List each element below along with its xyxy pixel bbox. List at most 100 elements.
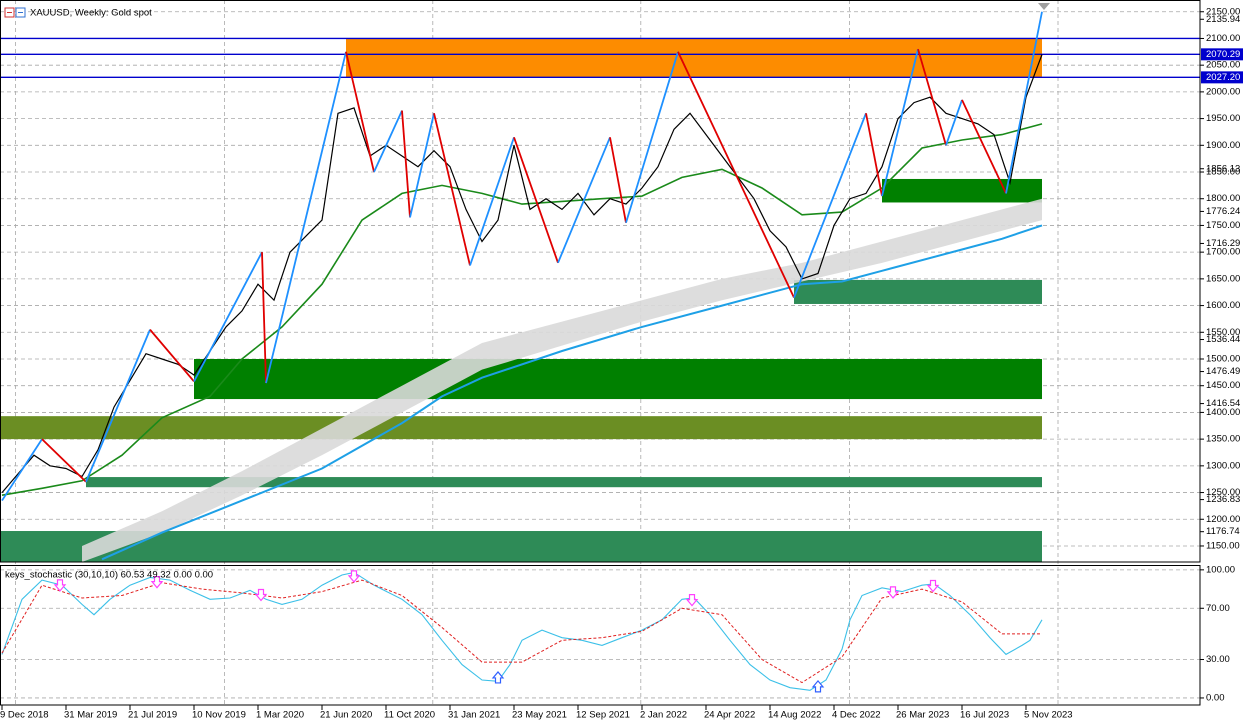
price-label: 1476.49 <box>1206 366 1240 377</box>
zigzag-segment <box>373 110 403 173</box>
sell-arrow <box>347 570 361 583</box>
price-label: 2135.94 <box>1206 14 1240 25</box>
x-tick-label: 21 Jun 2020 <box>320 710 372 721</box>
zigzag-segment <box>677 51 795 298</box>
main-frame <box>0 0 1201 563</box>
x-tick-label: 5 Nov 2023 <box>1024 710 1073 721</box>
sell-arrow <box>53 579 67 592</box>
zigzag-segment <box>261 252 267 384</box>
y-tick-label: 2100.00 <box>1206 33 1240 44</box>
zigzag-segment <box>193 251 263 382</box>
zigzag-segment <box>265 51 347 384</box>
zigzag-segment <box>513 136 559 264</box>
osc-y-tick-label: 100.00 <box>1206 564 1235 575</box>
zigzag-segment <box>865 113 883 197</box>
oscillator-frame <box>0 565 1201 706</box>
x-tick-label: 4 Dec 2022 <box>832 710 881 721</box>
y-tick-label: 1650.00 <box>1206 273 1240 284</box>
price-line <box>1 54 1043 493</box>
y-tick-label: 1950.00 <box>1206 113 1240 124</box>
symbol-icon <box>4 7 26 18</box>
y-tick-label: 1300.00 <box>1206 460 1240 471</box>
zigzag-segment <box>881 48 919 197</box>
sell-arrow <box>254 588 268 602</box>
zigzag-segment <box>409 113 435 218</box>
price-label: 1856.13 <box>1206 163 1240 174</box>
oscillator-plot <box>1 570 1043 693</box>
y-tick-label: 1250.00 <box>1206 487 1240 498</box>
chart-title: XAUUSD, Weekly: Gold spot <box>30 8 152 19</box>
buy-arrow <box>491 671 505 684</box>
zigzag-segment <box>345 51 375 173</box>
x-tick-label: 31 Jan 2021 <box>448 710 500 721</box>
osc-y-tick-label: 70.00 <box>1206 603 1230 614</box>
x-tick-label: 26 Mar 2023 <box>896 710 949 721</box>
y-tick-label: 1850.00 <box>1206 167 1240 178</box>
zigzag-segment <box>557 136 611 264</box>
sell-arrow <box>685 593 699 607</box>
indicator-title: keys_stochastic (30,10,10) 60.53 49.32 0… <box>5 570 213 581</box>
zigzag-segment <box>961 99 1007 194</box>
y-tick-label: 1750.00 <box>1206 220 1240 231</box>
zigzag-segment <box>401 110 411 218</box>
axis-layer: 1150.00 1200.00 1250.00 1300.00 1350.00 1400.… <box>0 6 1243 721</box>
x-tick-label: 9 Dec 2018 <box>0 710 49 721</box>
zigzag-segment <box>793 112 867 298</box>
zigzag-segment <box>41 438 87 483</box>
price-label: 1416.54 <box>1206 398 1240 409</box>
y-tick-label: 1350.00 <box>1206 434 1240 445</box>
main-plot <box>0 11 1200 562</box>
zigzag-segment <box>917 48 947 146</box>
x-tick-label: 21 Jul 2019 <box>128 710 177 721</box>
y-tick-label: 1200.00 <box>1206 514 1240 525</box>
zigzag-segment <box>1005 11 1043 194</box>
y-tick-label: 1550.00 <box>1206 327 1240 338</box>
y-tick-label: 1400.00 <box>1206 407 1240 418</box>
sell-arrow <box>926 579 940 593</box>
x-tick-label: 14 Aug 2022 <box>768 710 821 721</box>
y-tick-label: 1900.00 <box>1206 140 1240 151</box>
x-tick-label: 11 Oct 2020 <box>384 710 435 721</box>
x-tick-label: 31 Mar 2019 <box>64 710 117 721</box>
price-label: 1536.44 <box>1206 334 1240 345</box>
zone <box>0 416 1042 440</box>
y-tick-label: 1800.00 <box>1206 193 1240 204</box>
y-tick-label: 2050.00 <box>1206 60 1240 71</box>
shift-marker <box>1038 3 1050 10</box>
x-tick-label: 24 Apr 2022 <box>704 710 755 721</box>
level-label-box <box>1201 71 1243 84</box>
y-tick-label: 1600.00 <box>1206 300 1240 311</box>
zone <box>0 531 1042 562</box>
zigzag-segment <box>945 99 963 146</box>
zigzag-segment <box>609 137 627 223</box>
level-label-box <box>1201 48 1243 61</box>
y-tick-label: 1700.00 <box>1206 247 1240 258</box>
zone <box>346 38 1042 78</box>
x-tick-label: 16 Jul 2023 <box>960 710 1009 721</box>
zone <box>86 477 1042 488</box>
zigzag-segment <box>625 51 679 224</box>
sell-arrow <box>150 576 164 589</box>
price-label: 1176.74 <box>1206 526 1240 537</box>
zone <box>194 358 1042 400</box>
y-tick-label: 1150.00 <box>1206 540 1240 551</box>
zigzag-segment <box>1 438 43 502</box>
level-label: 2070.29 <box>1206 49 1240 60</box>
y-tick-label: 1500.00 <box>1206 354 1240 365</box>
x-tick-label: 12 Sep 2021 <box>576 710 630 721</box>
ma-slow <box>101 224 1043 561</box>
y-tick-label: 2150.00 <box>1206 6 1240 17</box>
x-tick-label: 2 Jan 2022 <box>640 710 687 721</box>
zigzag-segment <box>85 329 151 483</box>
x-tick-label: 10 Nov 2019 <box>192 710 246 721</box>
y-tick-label: 2000.00 <box>1206 86 1240 97</box>
price-label: 1776.24 <box>1206 206 1240 217</box>
zigzag-segment <box>149 329 195 383</box>
zigzag-segment <box>469 137 515 266</box>
price-label: 1236.83 <box>1206 494 1240 505</box>
price-label: 1716.29 <box>1206 238 1240 249</box>
zone <box>882 178 1042 203</box>
